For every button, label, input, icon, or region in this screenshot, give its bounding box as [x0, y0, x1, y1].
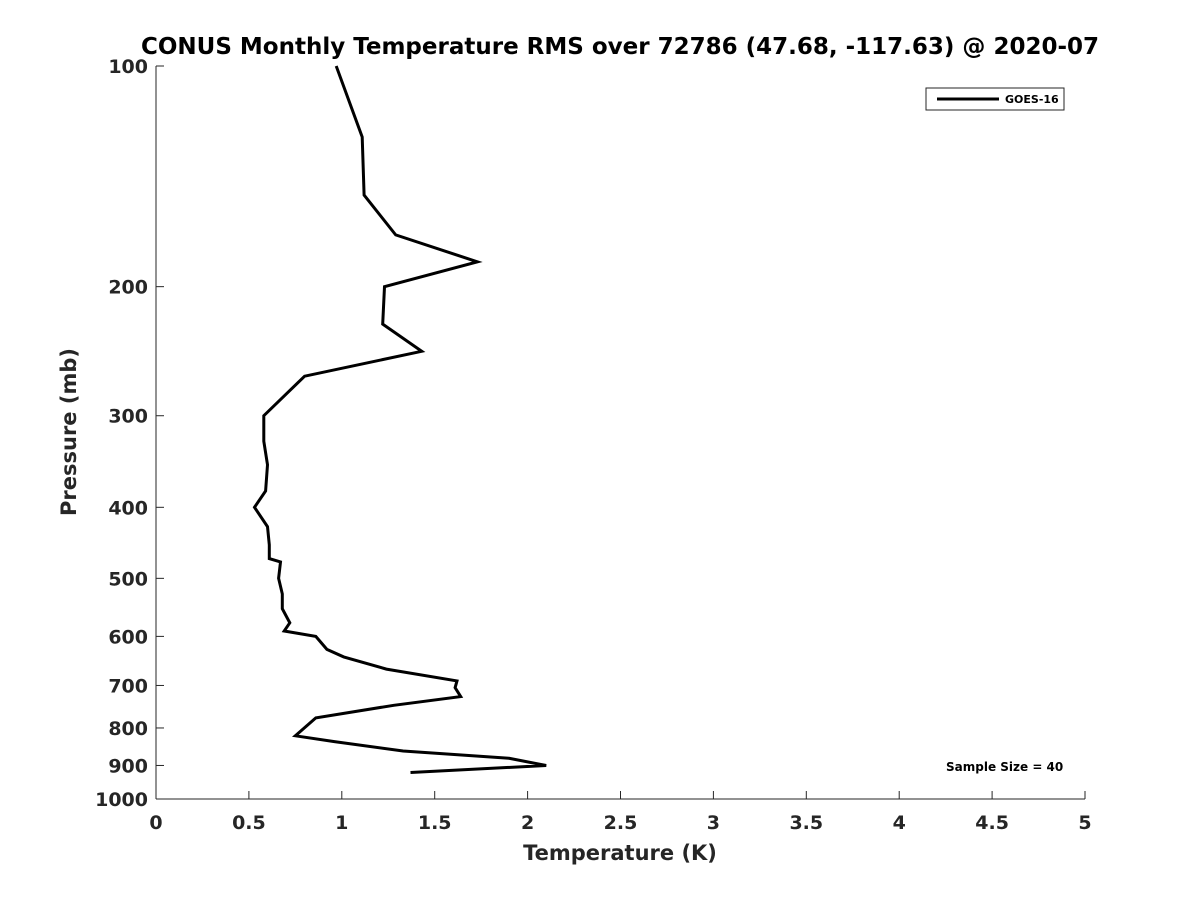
- series-line-goes-16: [252, 65, 547, 774]
- sample-size-annotation: Sample Size = 40: [946, 760, 1063, 774]
- y-tick-label: 500: [108, 568, 148, 590]
- x-tick-label: 5: [1078, 812, 1091, 834]
- legend: GOES-16: [925, 87, 1065, 111]
- y-tick-label: 900: [108, 755, 148, 777]
- x-tick-label: 3: [707, 812, 720, 834]
- x-axis-label: Temperature (K): [523, 841, 717, 865]
- x-tick-label: 4: [893, 812, 906, 834]
- y-tick-label: 100: [108, 56, 148, 78]
- series-layer: [252, 65, 547, 774]
- x-tick-label: 2: [521, 812, 534, 834]
- chart-title: CONUS Monthly Temperature RMS over 72786…: [141, 34, 1099, 60]
- y-tick-label: 800: [108, 718, 148, 740]
- y-tick-label: 200: [108, 277, 148, 299]
- x-tick-label: 3.5: [789, 812, 823, 834]
- y-tick-label: 400: [108, 497, 148, 519]
- y-axis-ticks: 100 200 300 400 500 600 700 800 900 1000: [95, 56, 164, 811]
- x-tick-label: 1: [335, 812, 348, 834]
- x-tick-label: 2.5: [604, 812, 638, 834]
- y-tick-label: 1000: [95, 789, 148, 811]
- y-tick-label: 300: [108, 406, 148, 428]
- legend-label-goes-16: GOES-16: [1005, 93, 1059, 106]
- x-tick-label: 4.5: [975, 812, 1009, 834]
- y-axis-label: Pressure (mb): [57, 348, 81, 516]
- x-tick-label: 0.5: [232, 812, 266, 834]
- y-tick-label: 700: [108, 675, 148, 697]
- x-axis-ticks: 0 0.5 1 1.5 2 2.5 3 3.5 4 4.5 5: [149, 791, 1092, 834]
- y-tick-label: 600: [108, 626, 148, 648]
- x-tick-label: 0: [149, 812, 162, 834]
- plot-frame: [156, 66, 1085, 799]
- x-tick-label: 1.5: [418, 812, 452, 834]
